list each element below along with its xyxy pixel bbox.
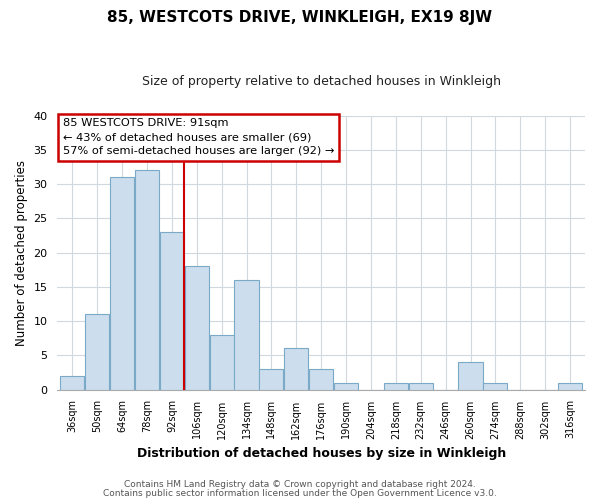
X-axis label: Distribution of detached houses by size in Winkleigh: Distribution of detached houses by size … [137, 447, 506, 460]
Bar [60, 376, 85, 390]
Text: Contains public sector information licensed under the Open Government Licence v3: Contains public sector information licen… [103, 488, 497, 498]
Bar [135, 170, 159, 390]
Text: 85 WESTCOTS DRIVE: 91sqm
← 43% of detached houses are smaller (69)
57% of semi-d: 85 WESTCOTS DRIVE: 91sqm ← 43% of detach… [62, 118, 334, 156]
Bar [110, 177, 134, 390]
Bar [185, 266, 209, 390]
Bar [209, 335, 234, 390]
Text: Contains HM Land Registry data © Crown copyright and database right 2024.: Contains HM Land Registry data © Crown c… [124, 480, 476, 489]
Bar [558, 382, 582, 390]
Bar [309, 369, 333, 390]
Bar [85, 314, 109, 390]
Bar [458, 362, 482, 390]
Bar [384, 382, 408, 390]
Bar [259, 369, 283, 390]
Bar [235, 280, 259, 390]
Bar [484, 382, 508, 390]
Bar [409, 382, 433, 390]
Text: 85, WESTCOTS DRIVE, WINKLEIGH, EX19 8JW: 85, WESTCOTS DRIVE, WINKLEIGH, EX19 8JW [107, 10, 493, 25]
Title: Size of property relative to detached houses in Winkleigh: Size of property relative to detached ho… [142, 75, 501, 88]
Bar [160, 232, 184, 390]
Bar [334, 382, 358, 390]
Bar [284, 348, 308, 390]
Y-axis label: Number of detached properties: Number of detached properties [15, 160, 28, 346]
